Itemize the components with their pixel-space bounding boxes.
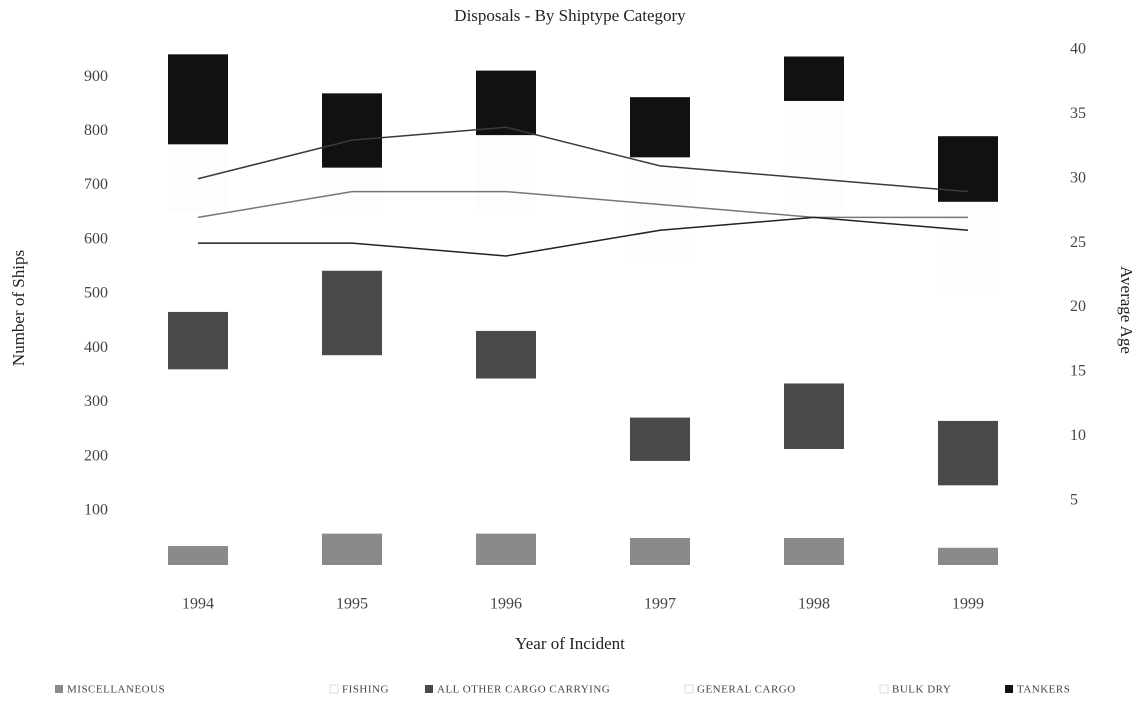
y-tick-label: 900: [84, 68, 108, 85]
bar-segment: [322, 93, 382, 168]
x-tick-label: 1997: [644, 596, 676, 613]
bar-segment: [630, 537, 690, 565]
age-line: [198, 216, 969, 257]
y2-tick-label: 20: [1070, 298, 1086, 315]
bar-segment: [476, 533, 536, 565]
legend-swatch: [1005, 685, 1013, 693]
bar-segment: [168, 211, 228, 312]
bar-segment: [630, 261, 690, 418]
bar-segment: [938, 420, 998, 486]
legend-label: GENERAL CARGO: [697, 684, 796, 696]
y2-axis-label: Average Age: [1117, 266, 1136, 354]
bar-segment: [476, 330, 536, 379]
y-tick-label: 800: [84, 122, 108, 139]
bar-segment: [322, 167, 382, 209]
bar-segment: [784, 100, 844, 214]
bar-segment: [322, 355, 382, 534]
bar-segment: [784, 213, 844, 384]
bar-segment: [476, 70, 536, 136]
bar-segment: [784, 448, 844, 538]
bar-segment: [630, 417, 690, 461]
y-tick-label: 500: [84, 285, 108, 302]
x-axis-label: Year of Incident: [515, 634, 625, 653]
legend-swatch: [425, 685, 433, 693]
bar-segment: [322, 533, 382, 565]
bar-segment: [168, 369, 228, 547]
x-tick-label: 1998: [798, 596, 830, 613]
y-tick-label: 100: [84, 501, 108, 518]
bar-segment: [476, 213, 536, 331]
legend-label: FISHING: [342, 684, 389, 696]
bar-segment: [168, 144, 228, 212]
bar-segment: [938, 547, 998, 565]
x-tick-label: 1994: [182, 596, 214, 613]
legend-swatch: [55, 685, 63, 693]
y2-tick-label: 25: [1070, 234, 1086, 251]
x-tick-label: 1999: [952, 596, 984, 613]
bar-segment: [784, 56, 844, 101]
y-tick-label: 600: [84, 230, 108, 247]
y-tick-label: 700: [84, 176, 108, 193]
y2-tick-label: 10: [1070, 427, 1086, 444]
chart-title: Disposals - By Shiptype Category: [454, 6, 686, 25]
bar-segment: [938, 201, 998, 290]
x-tick-label: 1995: [336, 596, 368, 613]
bar-segment: [168, 311, 228, 370]
age-line: [197, 126, 969, 193]
y2-tick-label: 15: [1070, 363, 1086, 380]
bar-segment: [938, 136, 998, 202]
legend-swatch: [879, 684, 889, 694]
bar-segment: [938, 485, 998, 548]
y2-tick-label: 35: [1070, 105, 1086, 122]
bar-segment: [168, 54, 228, 145]
bar-segment: [630, 97, 690, 158]
legend-label: BULK DRY: [892, 684, 951, 696]
legend-swatch: [329, 684, 339, 694]
y-tick-label: 200: [84, 447, 108, 464]
legend-label: TANKERS: [1017, 684, 1070, 696]
age-line: [197, 190, 968, 219]
bar-segment: [322, 270, 382, 356]
bar-segment: [630, 460, 690, 538]
bar-segment: [630, 157, 690, 262]
bar-segment: [784, 383, 844, 449]
y2-tick-label: 40: [1070, 41, 1086, 58]
y2-tick-label: 30: [1070, 169, 1086, 186]
y2-tick-label: 5: [1070, 491, 1078, 508]
bar-segment: [476, 135, 536, 214]
x-tick-label: 1996: [490, 596, 522, 613]
bar-segment: [938, 289, 998, 421]
y-tick-label: 300: [84, 393, 108, 410]
bar-segment: [476, 378, 536, 534]
bar-segment: [168, 546, 228, 565]
legend-swatch: [684, 684, 694, 694]
bar-segment: [322, 208, 382, 271]
y-axis-label: Number of Ships: [9, 250, 28, 366]
y-tick-label: 400: [84, 339, 108, 356]
bar-segment: [784, 537, 844, 565]
legend-label: MISCELLANEOUS: [67, 684, 165, 696]
legend-label: ALL OTHER CARGO CARRYING: [437, 684, 610, 696]
